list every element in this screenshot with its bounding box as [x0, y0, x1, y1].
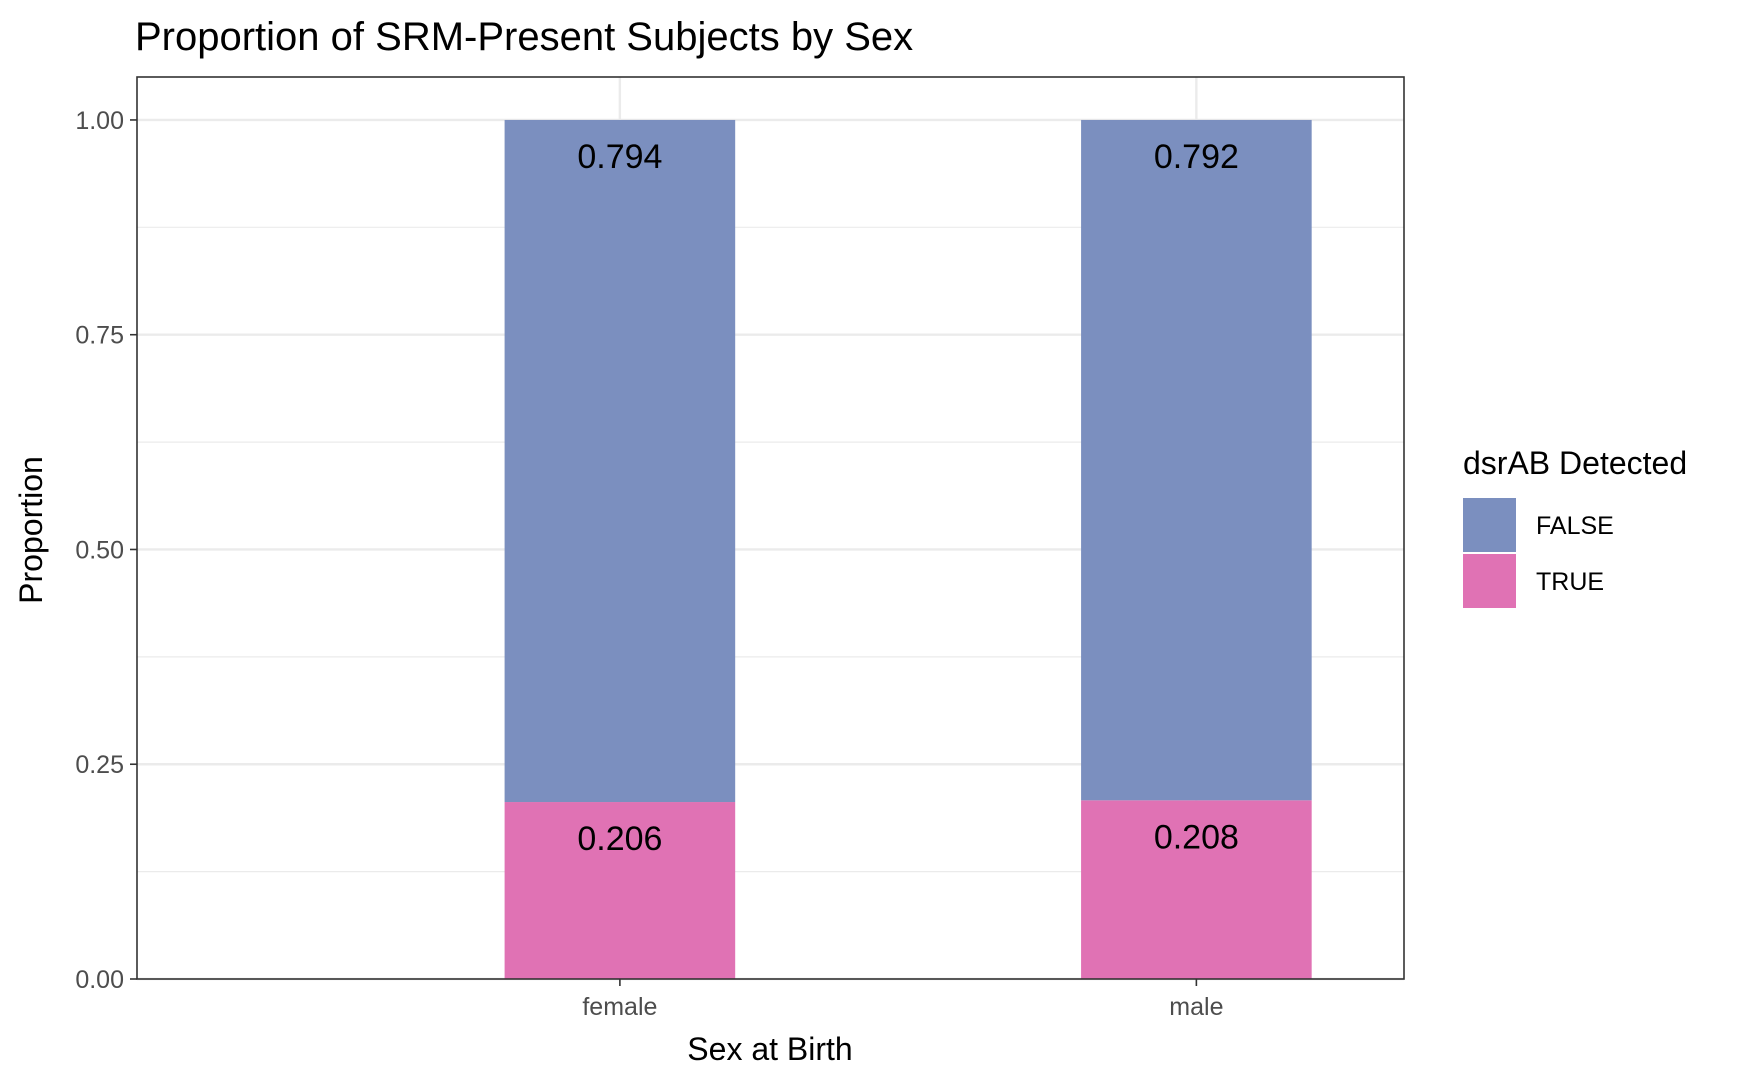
- x-axis-title: Sex at Birth: [687, 1031, 852, 1067]
- y-tick-label: 1.00: [75, 107, 124, 135]
- legend-key-true: [1463, 554, 1516, 608]
- legend-label: TRUE: [1536, 568, 1604, 596]
- legend-key-false: [1463, 498, 1516, 552]
- bar-female-true: [504, 802, 736, 979]
- y-axis: 0.00 0.25 0.50 0.75 1.00: [75, 107, 137, 994]
- bars: [504, 119, 1312, 979]
- data-label: 0.792: [1154, 138, 1239, 176]
- panel-border: [136, 76, 1405, 980]
- legend-title: dsrAB Detected: [1463, 445, 1687, 481]
- x-tick-label: female: [582, 993, 657, 1021]
- y-tick-label: 0.50: [75, 536, 124, 564]
- y-tick-label: 0.75: [75, 322, 124, 350]
- chart-title: Proportion of SRM-Present Subjects by Se…: [135, 15, 913, 59]
- data-label: 0.206: [577, 820, 662, 858]
- bar-female-false: [504, 119, 736, 803]
- y-axis-title: Proportion: [13, 456, 49, 604]
- legend-label: FALSE: [1536, 512, 1614, 540]
- bar-male-true: [1081, 800, 1312, 979]
- legend-items: FALSE TRUE: [1463, 498, 1614, 608]
- y-tick-label: 0.00: [75, 966, 124, 994]
- y-tick-label: 0.25: [75, 751, 124, 779]
- data-label: 0.794: [577, 138, 662, 176]
- legend: dsrAB Detected FALSE TRUE: [1463, 445, 1687, 608]
- x-axis: female male: [582, 979, 1223, 1021]
- bar-male-false: [1081, 119, 1312, 801]
- data-label: 0.208: [1154, 818, 1239, 856]
- x-tick-label: male: [1169, 993, 1223, 1021]
- data-labels: 0.206 0.794 0.208 0.792: [577, 138, 1239, 858]
